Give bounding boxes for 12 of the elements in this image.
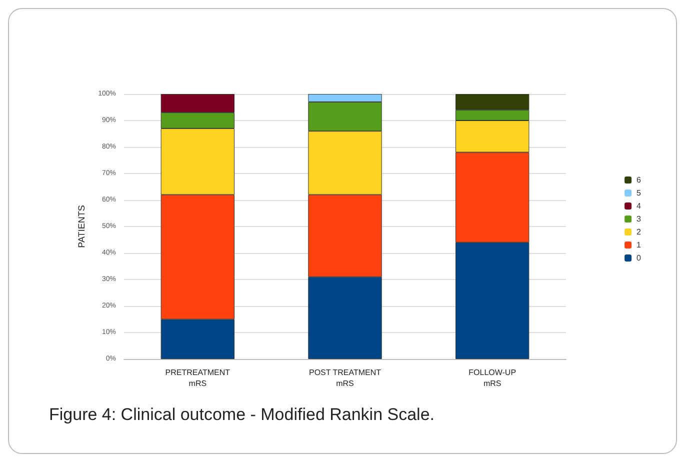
legend-label: 3 xyxy=(636,214,642,224)
y-axis-title: PATIENTS xyxy=(76,205,86,248)
x-tick-label: POST TREATMENT mRS xyxy=(308,368,382,388)
legend-label: 0 xyxy=(636,254,642,262)
caption: Figure 4: Clinical outcome - Modified Rankin Scale. xyxy=(49,405,435,425)
x-tick-label: FOLLOW-UP mRS xyxy=(468,368,516,388)
legend-label: 4 xyxy=(636,202,642,210)
legend-label: 2 xyxy=(636,228,642,236)
legend-label: 1 xyxy=(636,240,642,250)
legend-label: 6 xyxy=(636,176,642,184)
x-tick-label: PRETREATMENT mRS xyxy=(165,368,230,388)
legend-label: 5 xyxy=(636,188,642,198)
